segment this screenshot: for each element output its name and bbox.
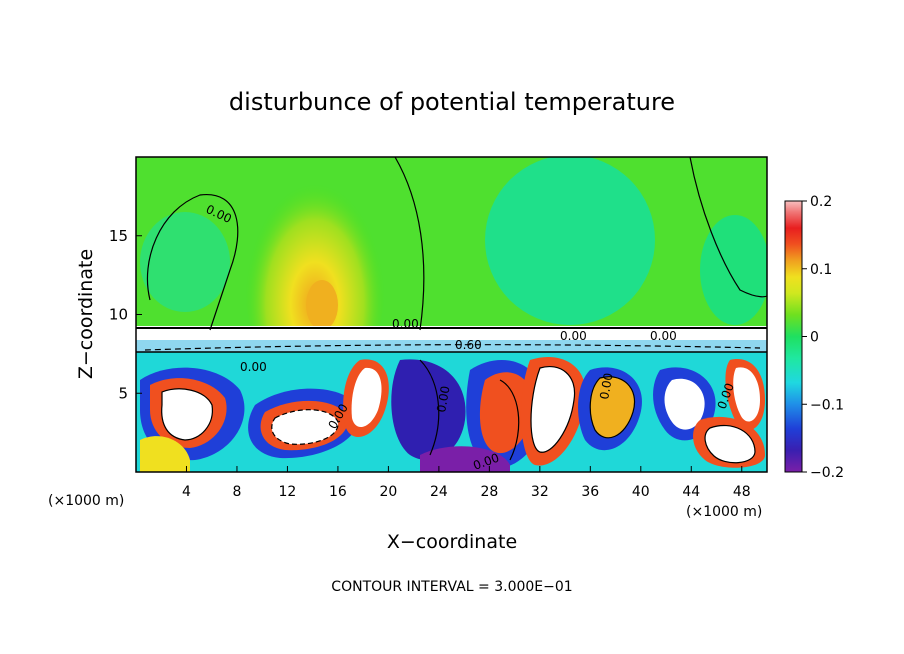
colorbar-ticks: 0.2 0.1 0 −0.1 −0.2 (802, 194, 844, 481)
colorbar-tick-label: 0 (810, 330, 819, 346)
contour-label: 0.00 (392, 317, 419, 331)
x-tick-label: 24 (430, 484, 448, 500)
x-tick-label: 12 (279, 484, 297, 500)
turbulent-eddies (140, 356, 765, 472)
contour-lines (136, 157, 767, 464)
x-tick-label: 32 (531, 484, 549, 500)
y-axis-label: Z−coordinate (75, 249, 97, 379)
contour-label: 0.00 (434, 385, 452, 414)
warm-core (306, 280, 338, 330)
x-tick-label: 4 (182, 484, 191, 500)
colorbar (784, 200, 803, 473)
y-tick-label: 15 (109, 227, 128, 245)
x-tick-label: 16 (329, 484, 347, 500)
cool-region-right (485, 157, 655, 325)
x-tick-label: 44 (682, 484, 700, 500)
x-axis: 4 8 12 16 20 24 28 32 36 40 44 48 (182, 466, 751, 500)
x-tick-label: 28 (480, 484, 498, 500)
colorbar-tick-label: −0.2 (810, 465, 844, 481)
colorbar-tick-label: 0.1 (810, 262, 832, 278)
contour-interval: CONTOUR INTERVAL = 3.000E−01 (331, 579, 572, 595)
cool-region-far-right (700, 215, 767, 325)
upper-field (136, 157, 767, 332)
y-tick-label: 5 (118, 384, 128, 402)
y-tick-label: 10 (109, 306, 128, 324)
contour-label: 0.00 (560, 329, 587, 343)
x-axis-label: X−coordinate (387, 531, 517, 553)
contour-label: 0.00 (240, 360, 267, 374)
x-tick-label: 40 (632, 484, 650, 500)
contour-label: 0.00 (597, 372, 615, 401)
colorbar-tick-label: 0.2 (810, 194, 832, 210)
plot-area: 0.00 0.00 0.00 0.60 0.00 0.00 0.00 0.00 … (136, 157, 767, 472)
contour-label: 0.00 (650, 329, 677, 343)
colorbar-tick-label: −0.1 (810, 397, 844, 413)
x-unit-left: (×1000 m) (48, 493, 124, 509)
x-tick-label: 20 (379, 484, 397, 500)
x-tick-label: 8 (232, 484, 241, 500)
cool-region-left (140, 212, 230, 312)
x-unit-right: (×1000 m) (686, 504, 762, 520)
contour-label: 0.60 (455, 338, 482, 352)
x-tick-label: 48 (733, 484, 751, 500)
chart-title: disturbunce of potential temperature (229, 88, 675, 116)
x-tick-label: 36 (581, 484, 599, 500)
y-axis: 5 10 15 (109, 227, 142, 402)
interface-stripe (136, 340, 767, 352)
